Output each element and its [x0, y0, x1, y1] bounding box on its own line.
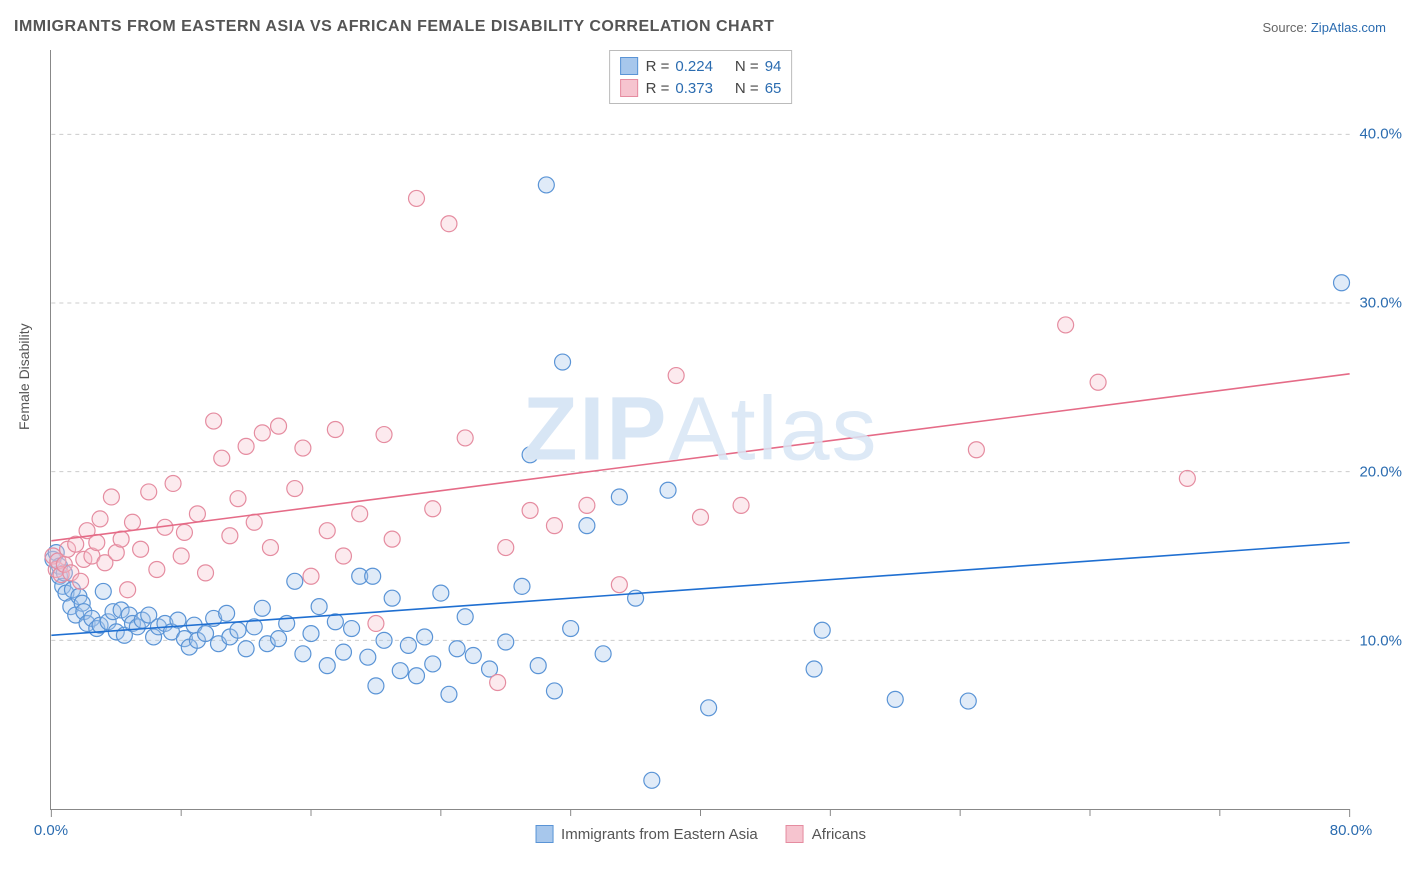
legend-row: R =0.373N =65 — [620, 77, 782, 99]
source-label: Source: — [1262, 20, 1310, 35]
chart-container: { "title": "IMMIGRANTS FROM EASTERN ASIA… — [0, 0, 1406, 892]
chart-title: IMMIGRANTS FROM EASTERN ASIA VS AFRICAN … — [14, 18, 774, 36]
y-tick-label: 30.0% — [1359, 295, 1402, 312]
legend-label: Africans — [812, 826, 866, 843]
legend-row: R =0.224N =94 — [620, 55, 782, 77]
source-attribution: Source: ZipAtlas.com — [1262, 20, 1386, 35]
y-axis-label: Female Disability — [16, 323, 32, 430]
correlation-legend: R =0.224N =94R =0.373N =65 — [609, 50, 793, 104]
legend-swatch — [620, 79, 638, 97]
plot-area: ZIPAtlas R =0.224N =94R =0.373N =65 Immi… — [50, 50, 1350, 810]
chart-svg — [51, 50, 1350, 809]
y-tick-label: 10.0% — [1359, 633, 1402, 650]
x-tick-label: 0.0% — [34, 822, 68, 839]
legend-swatch — [620, 57, 638, 75]
legend-swatch — [535, 825, 553, 843]
x-tick-label: 80.0% — [1330, 822, 1373, 839]
y-tick-label: 40.0% — [1359, 126, 1402, 143]
legend-item: Immigrants from Eastern Asia — [535, 825, 758, 843]
source-link[interactable]: ZipAtlas.com — [1311, 20, 1386, 35]
legend-item: Africans — [786, 825, 866, 843]
series-legend: Immigrants from Eastern Asia Africans — [535, 825, 866, 843]
y-tick-label: 20.0% — [1359, 464, 1402, 481]
legend-swatch — [786, 825, 804, 843]
legend-label: Immigrants from Eastern Asia — [561, 826, 758, 843]
